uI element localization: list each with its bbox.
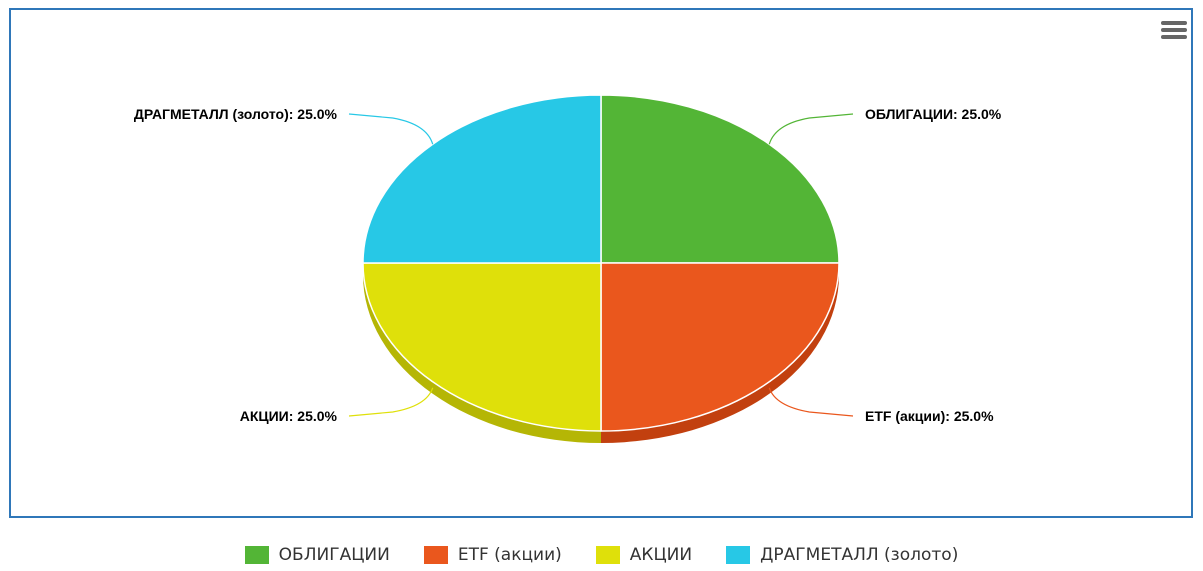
pie-slice-3[interactable] bbox=[362, 94, 602, 264]
legend-item-0[interactable]: ОБЛИГАЦИИ bbox=[244, 545, 390, 565]
legend-label-2: АКЦИИ bbox=[629, 545, 693, 565]
legend-item-1[interactable]: ETF (акции) bbox=[423, 545, 562, 565]
legend-item-2[interactable]: АКЦИИ bbox=[595, 545, 693, 565]
data-label-connector-3 bbox=[348, 113, 434, 145]
data-label-connector-0 bbox=[768, 113, 854, 145]
legend-swatch-0 bbox=[244, 546, 269, 564]
data-label-2: АКЦИИ: 25.0% bbox=[240, 408, 338, 424]
legend-label-0: ОБЛИГАЦИИ bbox=[278, 545, 390, 565]
data-label-0: ОБЛИГАЦИИ: 25.0% bbox=[865, 106, 1002, 122]
data-label-3: ДРАГМЕТАЛЛ (золото): 25.0% bbox=[134, 106, 338, 122]
pie-slice-0[interactable] bbox=[600, 94, 840, 264]
legend-item-3[interactable]: ДРАГМЕТАЛЛ (золото) bbox=[726, 545, 958, 565]
chart-legend: ОБЛИГАЦИИ ETF (акции) АКЦИИ ДРАГМЕТАЛЛ (зол… bbox=[0, 540, 1203, 570]
pie-slice-1[interactable] bbox=[600, 262, 840, 432]
legend-label-3: ДРАГМЕТАЛЛ (золото) bbox=[760, 545, 959, 565]
hamburger-menu-icon[interactable] bbox=[1161, 18, 1187, 42]
data-label-connector-2 bbox=[348, 387, 434, 417]
legend-swatch-2 bbox=[595, 546, 620, 564]
pie-slice-2[interactable] bbox=[362, 262, 602, 432]
data-label-1: ETF (акции): 25.0% bbox=[865, 408, 994, 424]
legend-swatch-1 bbox=[423, 546, 448, 564]
legend-swatch-3 bbox=[726, 546, 751, 564]
legend-label-1: ETF (акции) bbox=[457, 545, 562, 565]
pie-chart: ОБЛИГАЦИИ: 25.0% ETF (акции): 25.0% АКЦИИ:… bbox=[134, 94, 1002, 443]
data-label-connector-1 bbox=[768, 387, 854, 417]
